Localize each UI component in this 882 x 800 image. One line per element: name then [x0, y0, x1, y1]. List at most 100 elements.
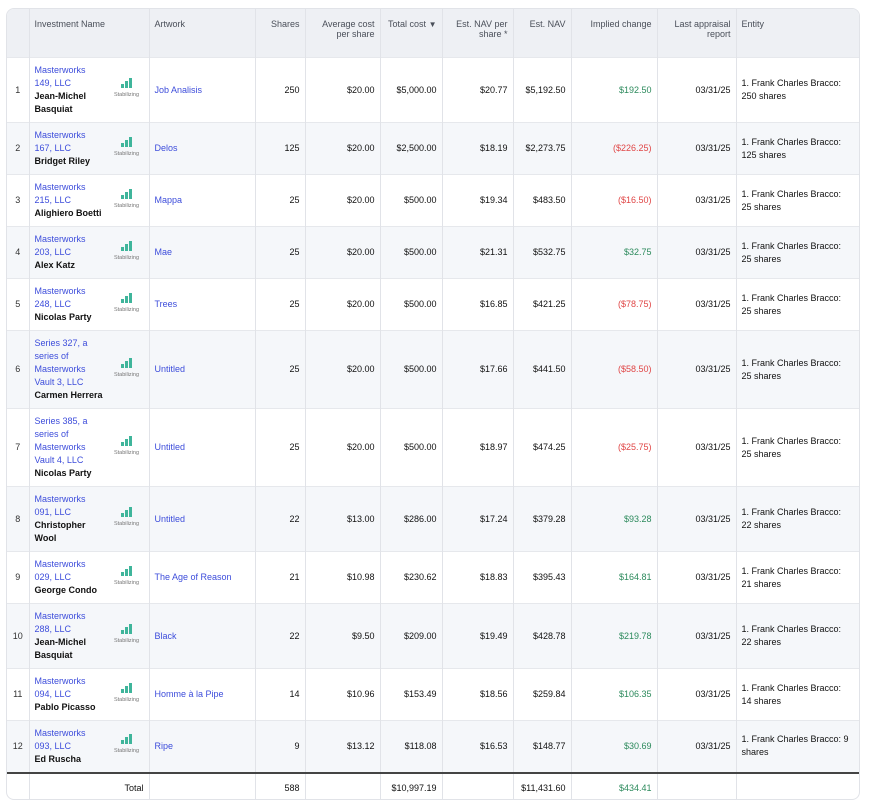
table-row[interactable]: 12 Masterworks 093, LLC Ed Ruscha Stabilizi… — [7, 720, 859, 773]
table-row[interactable]: 10 Masterworks 288, LLC Jean-Michel Basqui… — [7, 603, 859, 669]
row-index: 2 — [7, 122, 30, 175]
table-row[interactable]: 11 Masterworks 094, LLC Pablo Picasso Stabi… — [7, 668, 859, 721]
investment-link[interactable]: Masterworks 091, LLC — [34, 494, 86, 517]
artwork-link[interactable]: Homme à la Pipe — [154, 689, 224, 699]
col-total-cost-header[interactable]: Total cost ▼ — [380, 9, 443, 58]
bar-chart-icon — [120, 682, 134, 693]
artwork-link[interactable]: Black — [154, 630, 177, 641]
entity-cell: 1. Frank Charles Bracco: 25 shares — [736, 330, 859, 409]
totals-navps-cell — [442, 771, 514, 799]
investment-name-cell: Masterworks 167, LLC Bridget Riley Stabili… — [29, 122, 150, 175]
artwork-link[interactable]: Untitled — [154, 364, 186, 374]
investment-link[interactable]: Masterworks 029, LLC — [34, 559, 86, 582]
est-nav-per-share-cell: $19.34 — [442, 174, 514, 227]
stabilizing-label: Stabilizing — [113, 521, 140, 527]
col-est-nav-header[interactable]: Est. NAV — [513, 9, 572, 58]
col-est-nav-per-share-header[interactable]: Est. NAV per share * — [442, 9, 514, 58]
stabilizing-badge: Stabilizing — [111, 136, 143, 161]
artwork-link[interactable]: Job Analisis — [154, 84, 203, 95]
entity-cell: 1. Frank Charles Bracco: 125 shares — [736, 122, 859, 175]
table-row[interactable]: 8 Masterworks 091, LLC Christopher Wool Sta… — [7, 486, 859, 552]
total-cost-cell: $500.00 — [380, 226, 443, 279]
shares-cell: 22 — [255, 603, 306, 669]
artist-name: Christopher Wool — [34, 520, 86, 543]
artwork-cell: Untitled — [149, 408, 256, 487]
artist-name: Alex Katz — [34, 260, 76, 270]
entity-cell: 1. Frank Charles Bracco: 22 shares — [736, 486, 859, 552]
shares-cell: 14 — [255, 668, 306, 721]
avg-cost-cell: $20.00 — [305, 174, 381, 227]
investment-link[interactable]: Masterworks 248, LLC — [34, 286, 86, 309]
artwork-cell: Black — [149, 603, 256, 669]
stabilizing-label: Stabilizing — [113, 254, 140, 261]
stabilizing-label: Stabilizing — [113, 638, 140, 644]
artwork-link[interactable]: Trees — [154, 299, 178, 309]
investment-link[interactable]: Masterworks 288, LLC — [34, 611, 86, 634]
avg-cost-cell: $20.00 — [305, 278, 381, 331]
investment-link[interactable]: Masterworks 215, LLC — [34, 182, 86, 205]
investment-link[interactable]: Masterworks 167, LLC — [34, 130, 86, 153]
artist-name: Ed Ruscha — [34, 753, 82, 764]
col-investment-name-header[interactable]: Investment Name — [29, 9, 150, 58]
bar-chart-icon — [120, 624, 134, 634]
table-row[interactable]: 5 Masterworks 248, LLC Nicolas Party Stabil… — [7, 278, 859, 331]
artwork-link[interactable]: Mappa — [154, 195, 183, 205]
last-report-cell: 03/31/25 — [657, 278, 737, 331]
avg-cost-cell: $10.96 — [305, 668, 381, 721]
last-report-cell: 03/31/25 — [657, 57, 737, 123]
col-last-report-header[interactable]: Last appraisal report — [657, 9, 737, 58]
investment-link[interactable]: Masterworks 093, LLC — [34, 727, 86, 751]
investment-link[interactable]: Series 327, a series of Masterworks Vaul… — [34, 338, 88, 387]
total-cost-cell: $209.00 — [380, 603, 443, 669]
col-artwork-header[interactable]: Artwork — [149, 9, 256, 58]
investment-link[interactable]: Masterworks 094, LLC — [34, 676, 86, 699]
table-row[interactable]: 9 Masterworks 029, LLC George Condo Stabili… — [7, 551, 859, 604]
investment-link[interactable]: Masterworks 203, LLC — [34, 234, 86, 257]
implied-change-cell: $93.28 — [571, 486, 658, 552]
col-shares-header[interactable]: Shares — [255, 9, 306, 58]
est-nav-cell: $483.50 — [513, 174, 572, 227]
artwork-link[interactable]: Untitled — [154, 442, 186, 452]
last-report-cell: 03/31/25 — [657, 122, 737, 175]
entity-cell: 1. Frank Charles Bracco: 22 shares — [736, 603, 859, 669]
row-index: 1 — [7, 57, 30, 123]
last-report-cell: 03/31/25 — [657, 668, 737, 721]
artwork-link[interactable]: Mae — [154, 247, 173, 257]
entity-cell: 1. Frank Charles Bracco: 14 shares — [736, 668, 859, 721]
investment-link[interactable]: Series 385, a series of Masterworks Vaul… — [34, 416, 88, 465]
col-implied-change-header[interactable]: Implied change — [571, 9, 658, 58]
implied-change-cell: $32.75 — [571, 226, 658, 279]
est-nav-cell: $379.28 — [513, 486, 572, 552]
table-row[interactable]: 3 Masterworks 215, LLC Alighiero Boetti Sta… — [7, 174, 859, 227]
total-cost-cell: $153.49 — [380, 668, 443, 721]
investment-name-cell: Masterworks 091, LLC Christopher Wool Stab… — [29, 486, 150, 552]
artwork-link[interactable]: Untitled — [154, 513, 186, 524]
stabilizing-badge: Stabilizing — [111, 78, 143, 102]
est-nav-per-share-cell: $17.66 — [442, 330, 514, 409]
col-entity-header[interactable]: Entity — [736, 9, 859, 58]
est-nav-cell: $532.75 — [513, 226, 572, 279]
artwork-link[interactable]: The Age of Reason — [154, 572, 232, 582]
total-cost-cell: $500.00 — [380, 278, 443, 331]
artist-name: Alighiero Boetti — [34, 208, 102, 218]
investment-link[interactable]: Masterworks 149, LLC — [34, 65, 86, 88]
col-avg-cost-header[interactable]: Average cost per share — [305, 9, 381, 58]
est-nav-cell: $441.50 — [513, 330, 572, 409]
artwork-link[interactable]: Delos — [154, 143, 178, 153]
totals-shares: 588 — [255, 771, 306, 799]
table-row[interactable]: 1 Masterworks 149, LLC Jean-Michel Basquia… — [7, 57, 859, 123]
table-row[interactable]: 7 Series 385, a series of Masterworks Vau… — [7, 408, 859, 487]
table-row[interactable]: 2 Masterworks 167, LLC Bridget Riley Stabil… — [7, 122, 859, 175]
artwork-link[interactable]: Ripe — [154, 740, 174, 751]
table-row[interactable]: 4 Masterworks 203, LLC Alex Katz Stabilizin… — [7, 226, 859, 279]
totals-label: Total — [29, 771, 150, 799]
est-nav-per-share-cell: $16.85 — [442, 278, 514, 331]
est-nav-per-share-cell: $18.97 — [442, 408, 514, 487]
est-nav-per-share-cell: $18.56 — [442, 668, 514, 721]
est-nav-cell: $474.25 — [513, 408, 572, 487]
avg-cost-cell: $10.98 — [305, 551, 381, 604]
table-row[interactable]: 6 Series 327, a series of Masterworks Vau… — [7, 330, 859, 409]
bar-chart-icon — [120, 357, 134, 368]
entity-cell: 1. Frank Charles Bracco: 250 shares — [736, 57, 859, 123]
entity-cell: 1. Frank Charles Bracco: 21 shares — [736, 551, 859, 604]
